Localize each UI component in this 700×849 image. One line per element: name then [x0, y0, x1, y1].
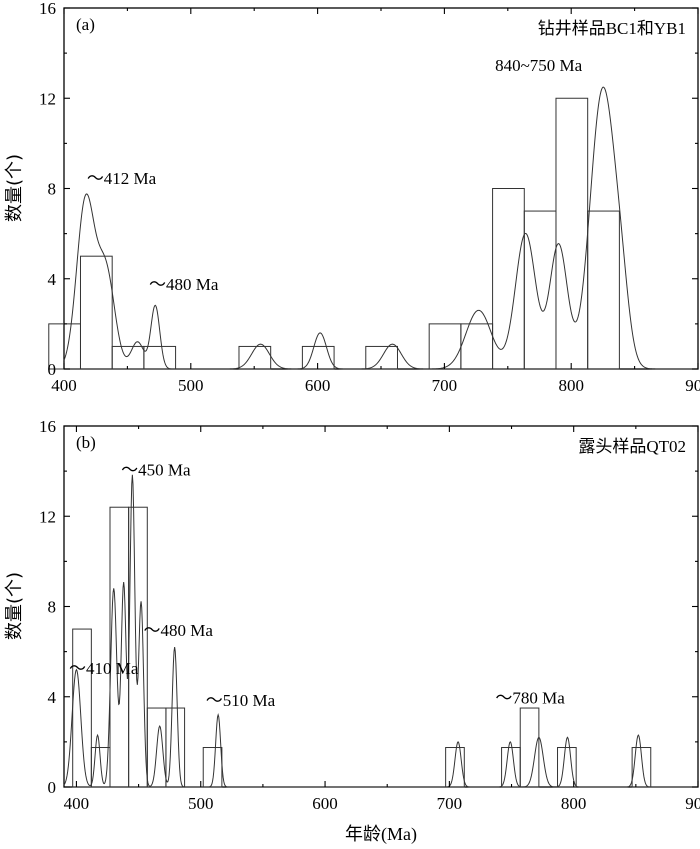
x-tick-label: 900 [685, 376, 700, 395]
y-tick-label: 16 [39, 0, 56, 18]
x-tick-label: 600 [312, 794, 338, 813]
peak-annotation: 840~750 Ma [495, 56, 583, 75]
y-tick-label: 16 [39, 417, 56, 436]
histogram-bar [557, 747, 577, 788]
x-tick-label: 700 [432, 376, 458, 395]
peak-annotation: ～450 Ma [121, 461, 191, 480]
peak-annotation: ～480 Ma [144, 621, 214, 640]
histogram-bar [111, 345, 145, 370]
x-tick-label: 800 [561, 794, 587, 813]
plot-frame [63, 7, 699, 370]
x-tick-label: 700 [437, 794, 463, 813]
x-tick-label: 400 [64, 794, 90, 813]
histogram-bar [460, 323, 494, 370]
histogram-bar [301, 345, 335, 370]
y-tick-label: 4 [48, 270, 57, 289]
y-tick-label: 0 [48, 778, 57, 797]
histogram-bar [365, 345, 398, 370]
histogram-bar [492, 188, 525, 370]
peak-annotation: ～410 Ma [69, 659, 139, 678]
x-tick-label: 800 [558, 376, 584, 395]
peak-annotation: ～412 Ma [87, 169, 157, 188]
y-tick-label: 12 [39, 89, 56, 108]
x-tick-label: 600 [305, 376, 331, 395]
peak-annotation: ～780 Ma [495, 689, 565, 708]
histogram-bar [555, 97, 589, 370]
histogram-bar [587, 210, 620, 370]
histogram-bar [631, 747, 652, 788]
histogram-bar [523, 210, 557, 370]
y-axis-label-b: 数量(个) [4, 572, 25, 640]
histogram-bar [165, 707, 186, 788]
panel-label: (b) [76, 433, 96, 452]
histogram-bar [238, 345, 272, 370]
y-tick-label: 12 [39, 507, 56, 526]
panel-label: (a) [76, 15, 95, 34]
histogram-bar [79, 255, 113, 370]
x-tick-label: 900 [685, 794, 700, 813]
y-tick-label: 0 [48, 360, 57, 379]
histogram-bar [428, 323, 462, 370]
x-tick-label: 500 [178, 376, 204, 395]
histogram-bar [445, 747, 465, 788]
histogram-bar [519, 707, 540, 788]
panel-a: 400 500 600 700 800 900 0 4 8 12 16 (a) 钻井样品BC1和YB1 ～… [39, 0, 700, 395]
probability-density-curve [63, 474, 698, 788]
y-axis-label-a: 数量(个) [4, 154, 25, 222]
chart-title: 钻井样品BC1和YB1 [538, 19, 686, 38]
y-tick-label: 8 [48, 180, 57, 199]
chart-title: 露头样品QT02 [578, 437, 686, 456]
histogram-bar [143, 345, 177, 370]
x-tick-label: 500 [188, 794, 214, 813]
x-axis-label: 年龄(Ma) [345, 824, 417, 845]
y-tick-label: 8 [48, 598, 57, 617]
x-tick-label: 400 [51, 376, 77, 395]
peak-annotation: ～510 Ma [206, 691, 276, 710]
plot-frame [63, 425, 699, 788]
peak-annotation: ～480 Ma [149, 275, 219, 294]
histogram-bar [72, 628, 92, 788]
panel-b: 400 500 600 700 800 900 0 4 8 12 16 (b) 露头样品QT02 ～450… [39, 417, 700, 813]
probability-density-curve [63, 86, 698, 370]
y-tick-label: 4 [48, 688, 57, 707]
histogram-bar [128, 506, 148, 788]
